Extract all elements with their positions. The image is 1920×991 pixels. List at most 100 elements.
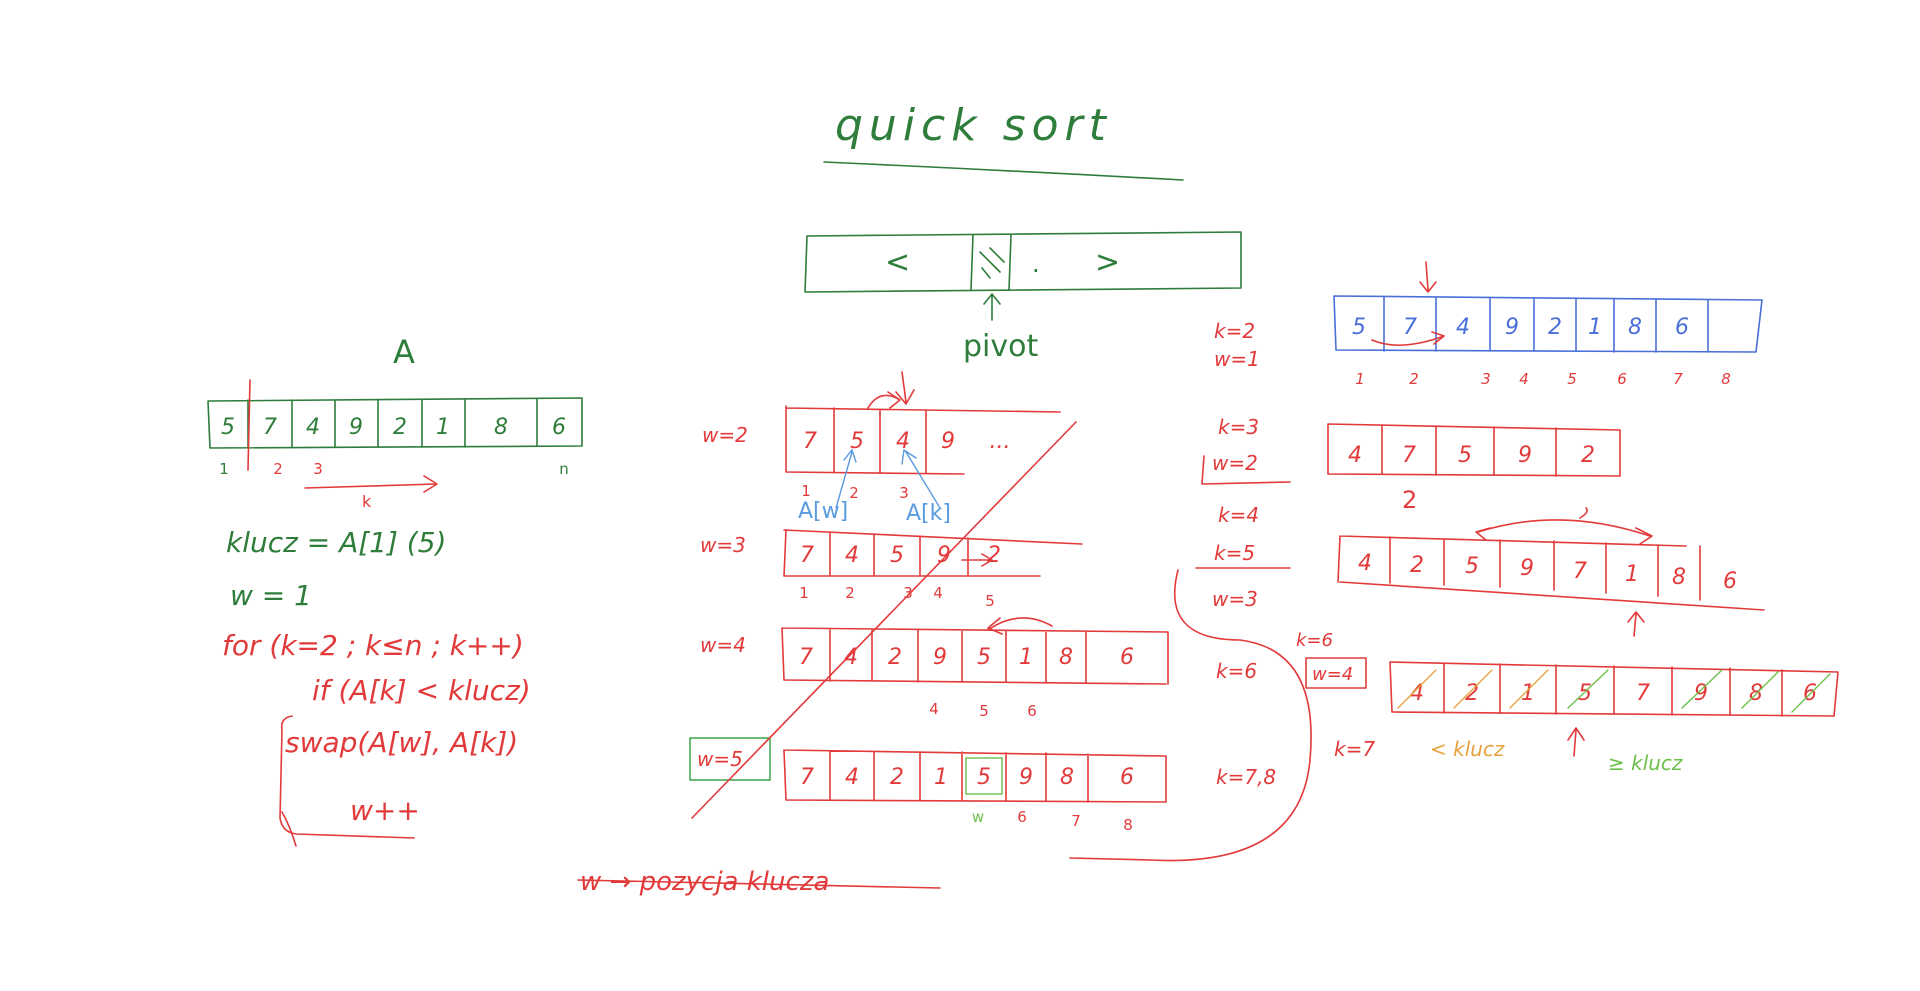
row4-label-box [689,737,771,781]
pseudocode: klucz = A[1] (5) w = 1 for (k=2 ; k≤n ; … [222,526,531,847]
blue-index-2: 2 [1409,370,1419,388]
k-arrow [304,475,438,493]
row3-index-4: 4 [929,700,939,718]
blue-cell-1: 5 [1352,315,1366,340]
array-a-index-2: 2 [273,460,283,478]
row-b-cell-5: 7 [1573,559,1587,584]
row1-aw: A[w] [798,499,848,524]
row-a-cell-5: 2 [1581,443,1595,468]
row2-index-2: 2 [845,584,855,602]
row2-index-1: 1 [799,584,809,602]
array-a-cell-3: 4 [306,415,320,440]
row3-cell-5: 5 [977,645,991,670]
row1-index-1: 1 [801,482,811,500]
right-side: k=2 w=1 k=3 w=2 k=4 k=5 w=3 k=6 k=6 w=4 … [1069,261,1839,862]
pivot-schematic: < . > pivot [804,231,1242,364]
row-c-cell-1: 4 [1410,681,1424,706]
k-label: k [362,492,372,511]
blue-index-6: 6 [1617,370,1627,388]
title-text: quick sort [835,100,1112,151]
row-b-cell-8: 6 [1723,569,1737,594]
code-line-2: w = 1 [230,579,312,612]
row1-cell-1: 7 [803,429,817,454]
row1-ak: A[k] [906,501,951,526]
row2-label: w=3 [700,533,746,557]
row-a-cell-4: 9 [1518,443,1532,468]
array-a-cell-8: 6 [552,415,566,440]
row-b-cell-4: 9 [1520,556,1534,581]
row4-cell-3: 2 [890,765,904,790]
row1-label: w=2 [702,423,748,447]
blue-cell-6: 1 [1588,315,1602,340]
right-label-w4: w=4 [1312,664,1353,685]
row3-index-5: 5 [979,702,989,720]
row1-cell-5: ... [990,429,1011,454]
right-label-k6: k=6 [1216,659,1257,683]
row-b-cell-1: 4 [1358,551,1372,576]
array-a-cell-1: 5 [221,415,235,440]
blue-index-5: 5 [1567,370,1577,388]
blue-index-1: 1 [1355,370,1365,388]
array-a-index-3: 3 [313,460,323,478]
right-label-k6-top: k=6 [1296,630,1333,651]
row3-cell-6: 1 [1019,645,1033,670]
array-a-cell-5: 2 [393,415,407,440]
row4-highlight [965,757,1003,795]
row1-cell-2: 5 [850,429,864,454]
right-label-k3: k=3 [1218,415,1259,439]
strike-line [691,421,1077,819]
row-a-cell-2: 7 [1402,443,1416,468]
blue-cell-2: 7 [1403,315,1417,340]
code-line-4: if (A[k] < klucz) [312,674,531,707]
row4-label: w=5 [697,747,743,771]
row-a-cell-3: 5 [1458,443,1472,468]
blue-cell-3: 4 [1456,315,1470,340]
right-label-w3: w=3 [1212,587,1258,611]
row2-cell-1: 7 [800,543,814,568]
row4-cell-4: 1 [934,765,948,790]
row2-index-5: 5 [985,592,995,610]
row-b-cell-2: 2 [1410,553,1424,578]
array-a-cell-6: 1 [436,415,450,440]
right-label-k78: k=7,8 [1216,765,1276,789]
row2-cell-3: 5 [890,543,904,568]
row4-index-7: 7 [1071,812,1081,830]
blue-index-8: 8 [1721,370,1731,388]
right-label-k4: k=4 [1218,503,1259,527]
right-w4-box [1305,657,1367,689]
row4-cell-7: 8 [1060,765,1074,790]
row1-index-2: 2 [849,484,859,502]
row3-label: w=4 [700,633,746,657]
row4-cell-5: 5 [977,765,991,790]
right-label-w2: w=2 [1212,451,1258,475]
row4-index-w: w [972,808,984,826]
array-a-index-n: n [559,460,569,478]
right-label-w1: w=1 [1214,347,1260,371]
blue-cell-5: 2 [1548,315,1562,340]
pivot-arrow [983,293,1001,321]
row2-index-3: 3 [903,584,913,602]
title-group: quick sort [823,100,1184,181]
row4-index-6: 6 [1017,808,1027,826]
geq-label: ≥ klucz [1608,751,1683,775]
row1-index-3: 3 [899,484,909,502]
row4-cell-2: 4 [845,765,859,790]
schematic-greater: > [1095,245,1120,280]
code-line-1: klucz = A[1] (5) [226,526,446,559]
row-b-cell-6: 1 [1625,562,1639,587]
right-label-k2: k=2 [1214,319,1255,343]
blue-cell-7: 8 [1628,315,1642,340]
row4-index-8: 8 [1123,816,1133,834]
row4-cell-6: 9 [1019,765,1033,790]
row3-cell-1: 7 [799,645,813,670]
row-b-cell-7: 8 [1672,565,1686,590]
row4-cell-8: 6 [1120,765,1134,790]
schematic-dot: . [1032,250,1040,278]
blue-index-4: 4 [1519,370,1529,388]
code-line-5: swap(A[w], A[k]) [285,726,518,759]
blue-cell-4: 9 [1505,315,1519,340]
row-b-cell-3: 5 [1465,554,1479,579]
right-label-k7: k=7 [1334,737,1375,761]
